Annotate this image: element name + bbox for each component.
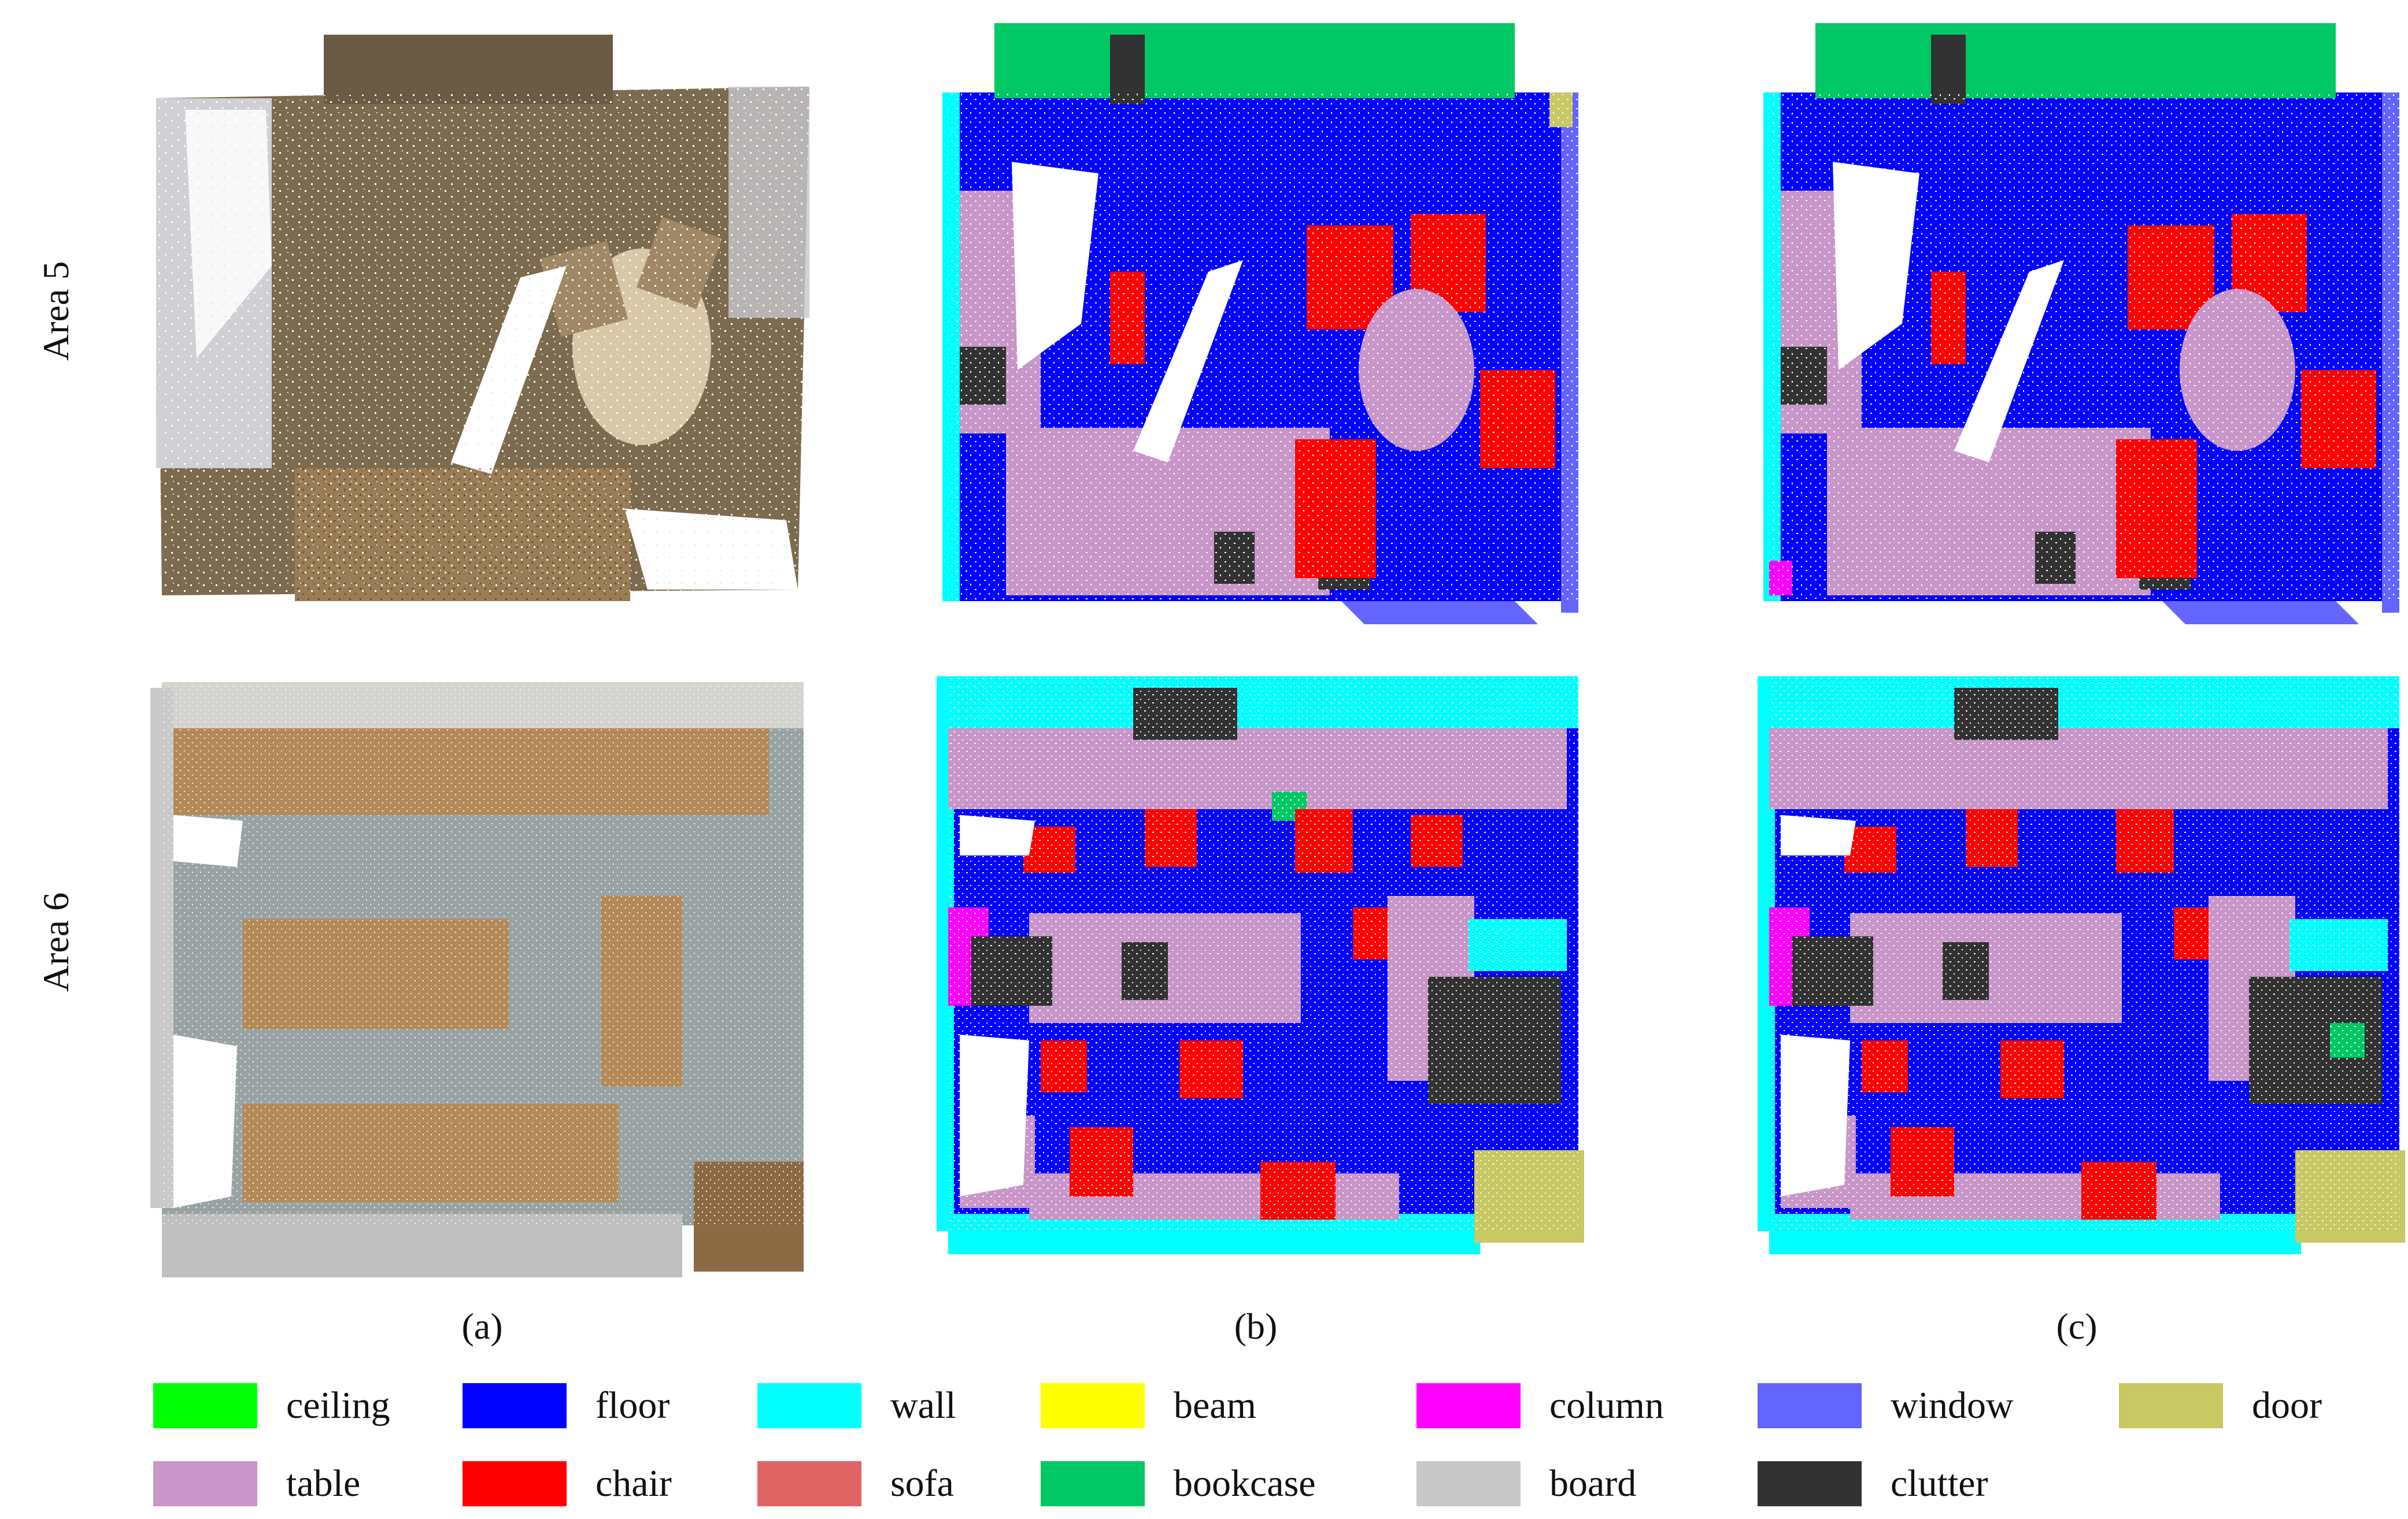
legend-item-board: board (1416, 1461, 1636, 1507)
area5-rgb-pointcloud (150, 35, 815, 613)
legend-swatch-board (1416, 1461, 1521, 1506)
legend-label-door: door (2252, 1384, 2322, 1427)
legend-swatch-column (1416, 1383, 1521, 1428)
legend-swatch-window (1758, 1383, 1862, 1428)
area6-ground-truth (937, 665, 1590, 1289)
area6-prediction (1758, 665, 2408, 1289)
legend-label-floor: floor (595, 1384, 670, 1427)
legend-item-column: column (1416, 1383, 1664, 1429)
legend-label-column: column (1549, 1384, 1664, 1427)
caption-b: (b) (1234, 1306, 1278, 1347)
legend-label-ceiling: ceiling (286, 1384, 390, 1427)
legend-label-wall: wall (890, 1384, 956, 1427)
legend-item-window: window (1758, 1383, 2014, 1429)
legend-item-floor: floor (463, 1383, 669, 1429)
legend-item-door: door (2119, 1383, 2322, 1429)
legend-item-sofa: sofa (757, 1461, 954, 1507)
row-label-area-6: Area 6 (35, 892, 76, 992)
legend-label-table: table (286, 1462, 361, 1505)
legend-item-table: table (153, 1461, 360, 1507)
legend-label-clutter: clutter (1891, 1462, 1988, 1505)
area6-rgb-pointcloud (150, 676, 815, 1283)
caption-a: (a) (461, 1306, 503, 1347)
legend-item-bookcase: bookcase (1041, 1461, 1316, 1507)
row-label-area-5: Area 5 (35, 261, 76, 361)
legend-label-window: window (1891, 1384, 2014, 1427)
legend-swatch-table (153, 1461, 257, 1506)
legend-swatch-beam (1041, 1383, 1145, 1428)
legend-item-ceiling: ceiling (153, 1383, 390, 1429)
legend-swatch-chair (463, 1461, 567, 1506)
legend-label-beam: beam (1174, 1384, 1256, 1427)
area5-ground-truth (937, 23, 1590, 630)
legend-swatch-bookcase (1041, 1461, 1145, 1506)
legend-swatch-sofa (757, 1461, 861, 1506)
legend-swatch-clutter (1758, 1461, 1862, 1506)
area5-prediction (1758, 23, 2408, 630)
legend-label-board: board (1549, 1462, 1637, 1505)
legend-item-chair: chair (463, 1461, 672, 1507)
legend-swatch-door (2119, 1383, 2223, 1428)
legend-swatch-wall (757, 1383, 861, 1428)
caption-c: (c) (2056, 1306, 2098, 1347)
legend-item-wall: wall (757, 1383, 956, 1429)
legend-item-clutter: clutter (1758, 1461, 1988, 1507)
legend-label-bookcase: bookcase (1174, 1462, 1316, 1505)
legend-label-sofa: sofa (890, 1462, 954, 1505)
legend-swatch-ceiling (153, 1383, 257, 1428)
legend-item-beam: beam (1041, 1383, 1256, 1429)
legend-swatch-floor (463, 1383, 567, 1428)
legend-label-chair: chair (595, 1462, 672, 1505)
